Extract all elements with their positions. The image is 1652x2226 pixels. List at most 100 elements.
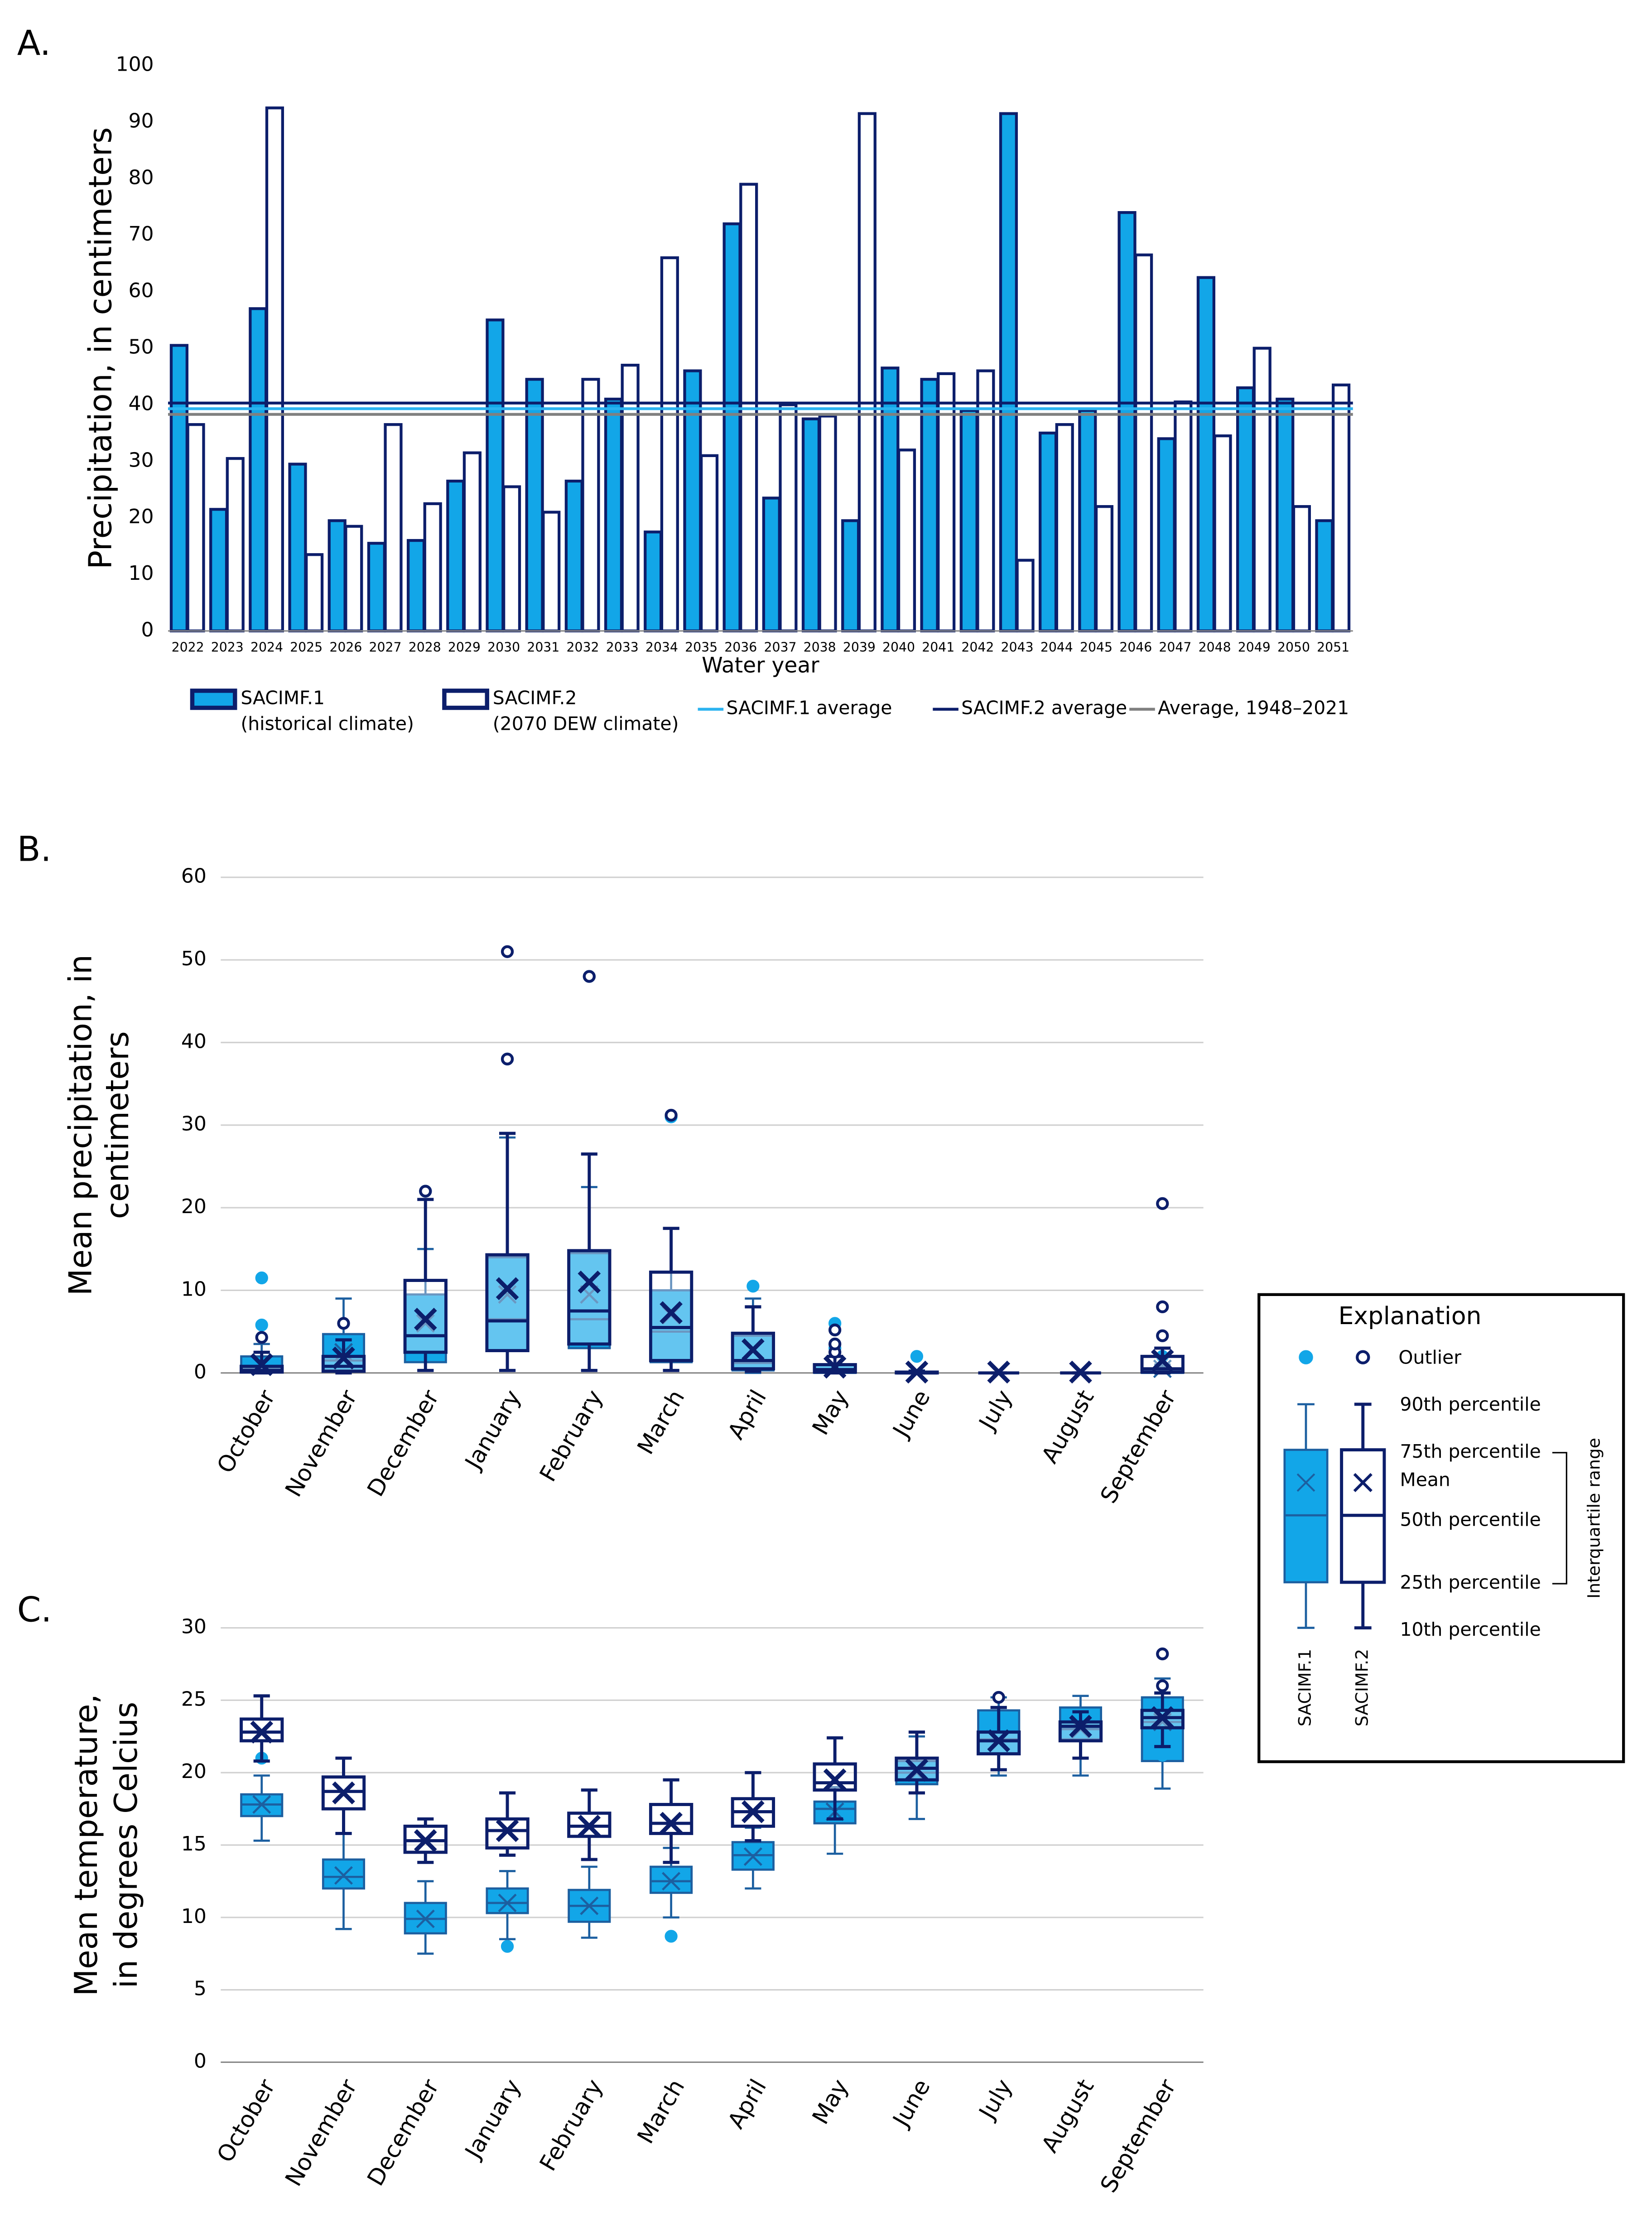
- x-tick-label: October: [212, 2074, 280, 2167]
- lower-whisker: [745, 1826, 761, 1842]
- x-tick-label: August: [1036, 1385, 1099, 1468]
- bar: [502, 485, 521, 632]
- bar: [344, 525, 363, 632]
- lower-whisker: [417, 1852, 434, 1864]
- bar: [1252, 347, 1272, 632]
- bar: [1196, 276, 1215, 632]
- bar: [249, 307, 268, 632]
- legend-outlier: [1356, 1350, 1370, 1364]
- mean-marker: [578, 1815, 601, 1838]
- y-axis-label: Precipitation, in centimeters: [82, 127, 119, 569]
- x-tick-label: 2036: [724, 640, 757, 655]
- bar: [1276, 397, 1295, 632]
- outlier: [501, 1052, 514, 1065]
- y-tick-label: 20: [181, 1760, 207, 1783]
- explanation-p90: 90th percentile: [1400, 1393, 1541, 1415]
- explanation-p75: 75th percentile: [1400, 1441, 1541, 1462]
- x-tick-label: 2045: [1080, 640, 1113, 655]
- upper-whisker: [253, 1774, 270, 1795]
- x-tick-label: April: [722, 2075, 772, 2133]
- y-tick-label: 100: [116, 53, 154, 76]
- y-axis-label: Mean temperature,: [68, 1694, 105, 1996]
- bar: [1174, 400, 1193, 632]
- bar: [288, 463, 307, 632]
- lower-whisker: [253, 1740, 270, 1763]
- x-tick-label: May: [807, 1385, 853, 1440]
- explanation-range: Interquartile range: [1584, 1438, 1604, 1599]
- mean-marker: [660, 1812, 683, 1835]
- y-tick-label: 10: [181, 1277, 207, 1301]
- outlier: [337, 1317, 350, 1330]
- bar: [265, 106, 284, 632]
- bar: [644, 530, 663, 632]
- lower-whisker: [335, 1809, 352, 1835]
- outlier: [501, 945, 514, 958]
- outlier: [255, 1318, 268, 1332]
- outlier: [1156, 1329, 1169, 1342]
- legend-label: SACIMF.2: [493, 687, 577, 709]
- upper-whisker: [745, 1771, 761, 1799]
- mean-marker: [662, 1872, 681, 1891]
- outlier: [419, 1185, 432, 1198]
- x-tick-label: 2025: [290, 640, 323, 655]
- y-tick-label: 40: [129, 392, 154, 415]
- bar: [1016, 559, 1035, 632]
- box: [322, 1333, 366, 1372]
- mean-marker: [742, 1338, 765, 1362]
- explanation-p25: 25th percentile: [1400, 1571, 1541, 1593]
- upper-whisker: [581, 1865, 597, 1890]
- mean-marker: [332, 1781, 355, 1805]
- x-tick-label: December: [362, 2074, 444, 2190]
- bar: [1332, 383, 1351, 632]
- bar: [1134, 253, 1153, 632]
- panel-label: A.: [17, 23, 51, 63]
- bar: [841, 519, 860, 632]
- y-tick-label: 5: [194, 1977, 207, 2000]
- upper-whisker: [417, 1880, 434, 1903]
- x-tick-label: October: [212, 1385, 280, 1478]
- legend-swatch: [442, 689, 489, 710]
- mean-marker: [498, 1285, 517, 1304]
- bar: [446, 479, 465, 632]
- lower-whisker: [335, 1888, 352, 1930]
- bar: [1292, 505, 1311, 632]
- mean-marker: [743, 1847, 762, 1866]
- x-tick-label: 2033: [606, 640, 639, 655]
- y-axis-label: in degrees Celcius: [108, 1702, 144, 1989]
- mean-marker: [332, 1346, 355, 1370]
- mean-marker: [414, 1307, 437, 1331]
- bar: [564, 479, 583, 632]
- lower-whisker: [827, 1790, 843, 1821]
- legend-outlier: [1299, 1350, 1313, 1364]
- x-tick-label: June: [887, 2075, 935, 2132]
- upper-whisker: [1072, 1710, 1089, 1722]
- y-tick-label: 70: [129, 222, 154, 246]
- box: [486, 1887, 529, 1914]
- x-tick-label: September: [1095, 1385, 1181, 1508]
- mean-marker: [1069, 1715, 1092, 1738]
- legend-mean: [1353, 1473, 1373, 1492]
- lower-whisker: [581, 1344, 597, 1372]
- x-tick-label: 2046: [1119, 640, 1152, 655]
- x-tick-label: 2034: [645, 640, 678, 655]
- mean-marker: [250, 1720, 274, 1744]
- x-tick-label: January: [459, 1385, 526, 1474]
- x-tick-label: June: [887, 1385, 935, 1443]
- bar: [462, 451, 482, 632]
- bar: [801, 417, 821, 632]
- y-tick-label: 20: [181, 1195, 207, 1218]
- panel-label: C.: [17, 1590, 52, 1629]
- box: [649, 1803, 694, 1835]
- y-tick-label: 0: [141, 618, 154, 641]
- bar: [604, 397, 623, 632]
- x-tick-label: April: [722, 1385, 772, 1444]
- legend-mean: [1296, 1473, 1315, 1492]
- bar: [762, 496, 781, 632]
- bar: [1213, 434, 1232, 632]
- x-tick-label: November: [280, 1385, 362, 1501]
- outlier: [1156, 1300, 1169, 1314]
- mean-marker: [250, 1353, 274, 1376]
- lower-whisker: [253, 1816, 270, 1842]
- mean-marker: [496, 1819, 519, 1842]
